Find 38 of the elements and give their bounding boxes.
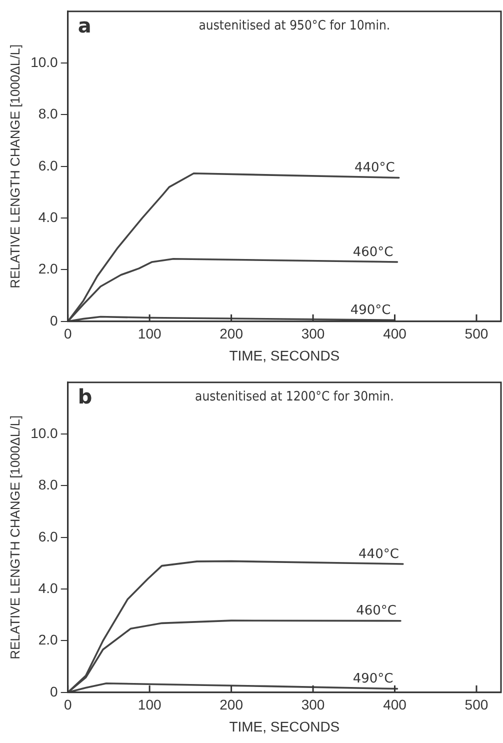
- series-label: 460°C: [352, 244, 394, 260]
- x-tick-label: 500: [464, 696, 488, 713]
- series-label: 460°C: [356, 604, 396, 619]
- x-tick-label: 0: [64, 326, 72, 342]
- x-tick-label: 200: [220, 326, 244, 342]
- x-tick-label: 300: [301, 326, 325, 342]
- x-tick-label: 100: [138, 696, 162, 713]
- y-tick-label: 10.0: [30, 54, 58, 70]
- y-tick-label: 0: [50, 312, 58, 328]
- y-tick-label: 8.0: [38, 476, 58, 493]
- x-axis-title: TIME, SECONDS: [229, 347, 340, 364]
- series-label: 440°C: [358, 546, 399, 562]
- y-axis-title: RELATIVE LENGTH CHANGE [1000ΔL/L]: [7, 415, 22, 660]
- x-tick-label: 400: [383, 696, 407, 713]
- y-axis-title: RELATIVE LENGTH CHANGE [1000ΔL/L]: [7, 44, 22, 288]
- series-label: 440°C: [354, 160, 395, 176]
- text: austenitised at 950°C for 10min.: [198, 18, 390, 34]
- y-tick-label: 2.0: [38, 632, 58, 648]
- y-tick-label: 6.0: [38, 528, 58, 544]
- series-label: 490°C: [352, 672, 394, 687]
- chart-title: a: [78, 14, 92, 38]
- y-tick-label: 4.0: [38, 580, 58, 596]
- series-label: 490°C: [350, 302, 391, 318]
- text: austenitised at 1200°C for 30min.: [195, 389, 394, 404]
- y-tick-label: 8.0: [38, 106, 58, 122]
- x-axis-title: TIME, SECONDS: [229, 718, 340, 734]
- y-tick-label: 0: [50, 683, 58, 700]
- y-tick-label: 2.0: [38, 260, 58, 277]
- x-tick-label: 0: [64, 696, 72, 713]
- y-tick-label: 4.0: [38, 208, 58, 225]
- x-tick-label: 400: [383, 326, 407, 342]
- x-tick-label: 300: [301, 696, 325, 713]
- x-tick-label: 500: [464, 326, 488, 342]
- chart-title: b: [78, 384, 92, 409]
- y-tick-label: 10.0: [30, 424, 58, 441]
- x-tick-label: 100: [138, 326, 162, 342]
- y-tick-label: 6.0: [38, 157, 58, 174]
- x-tick-label: 200: [220, 696, 244, 713]
